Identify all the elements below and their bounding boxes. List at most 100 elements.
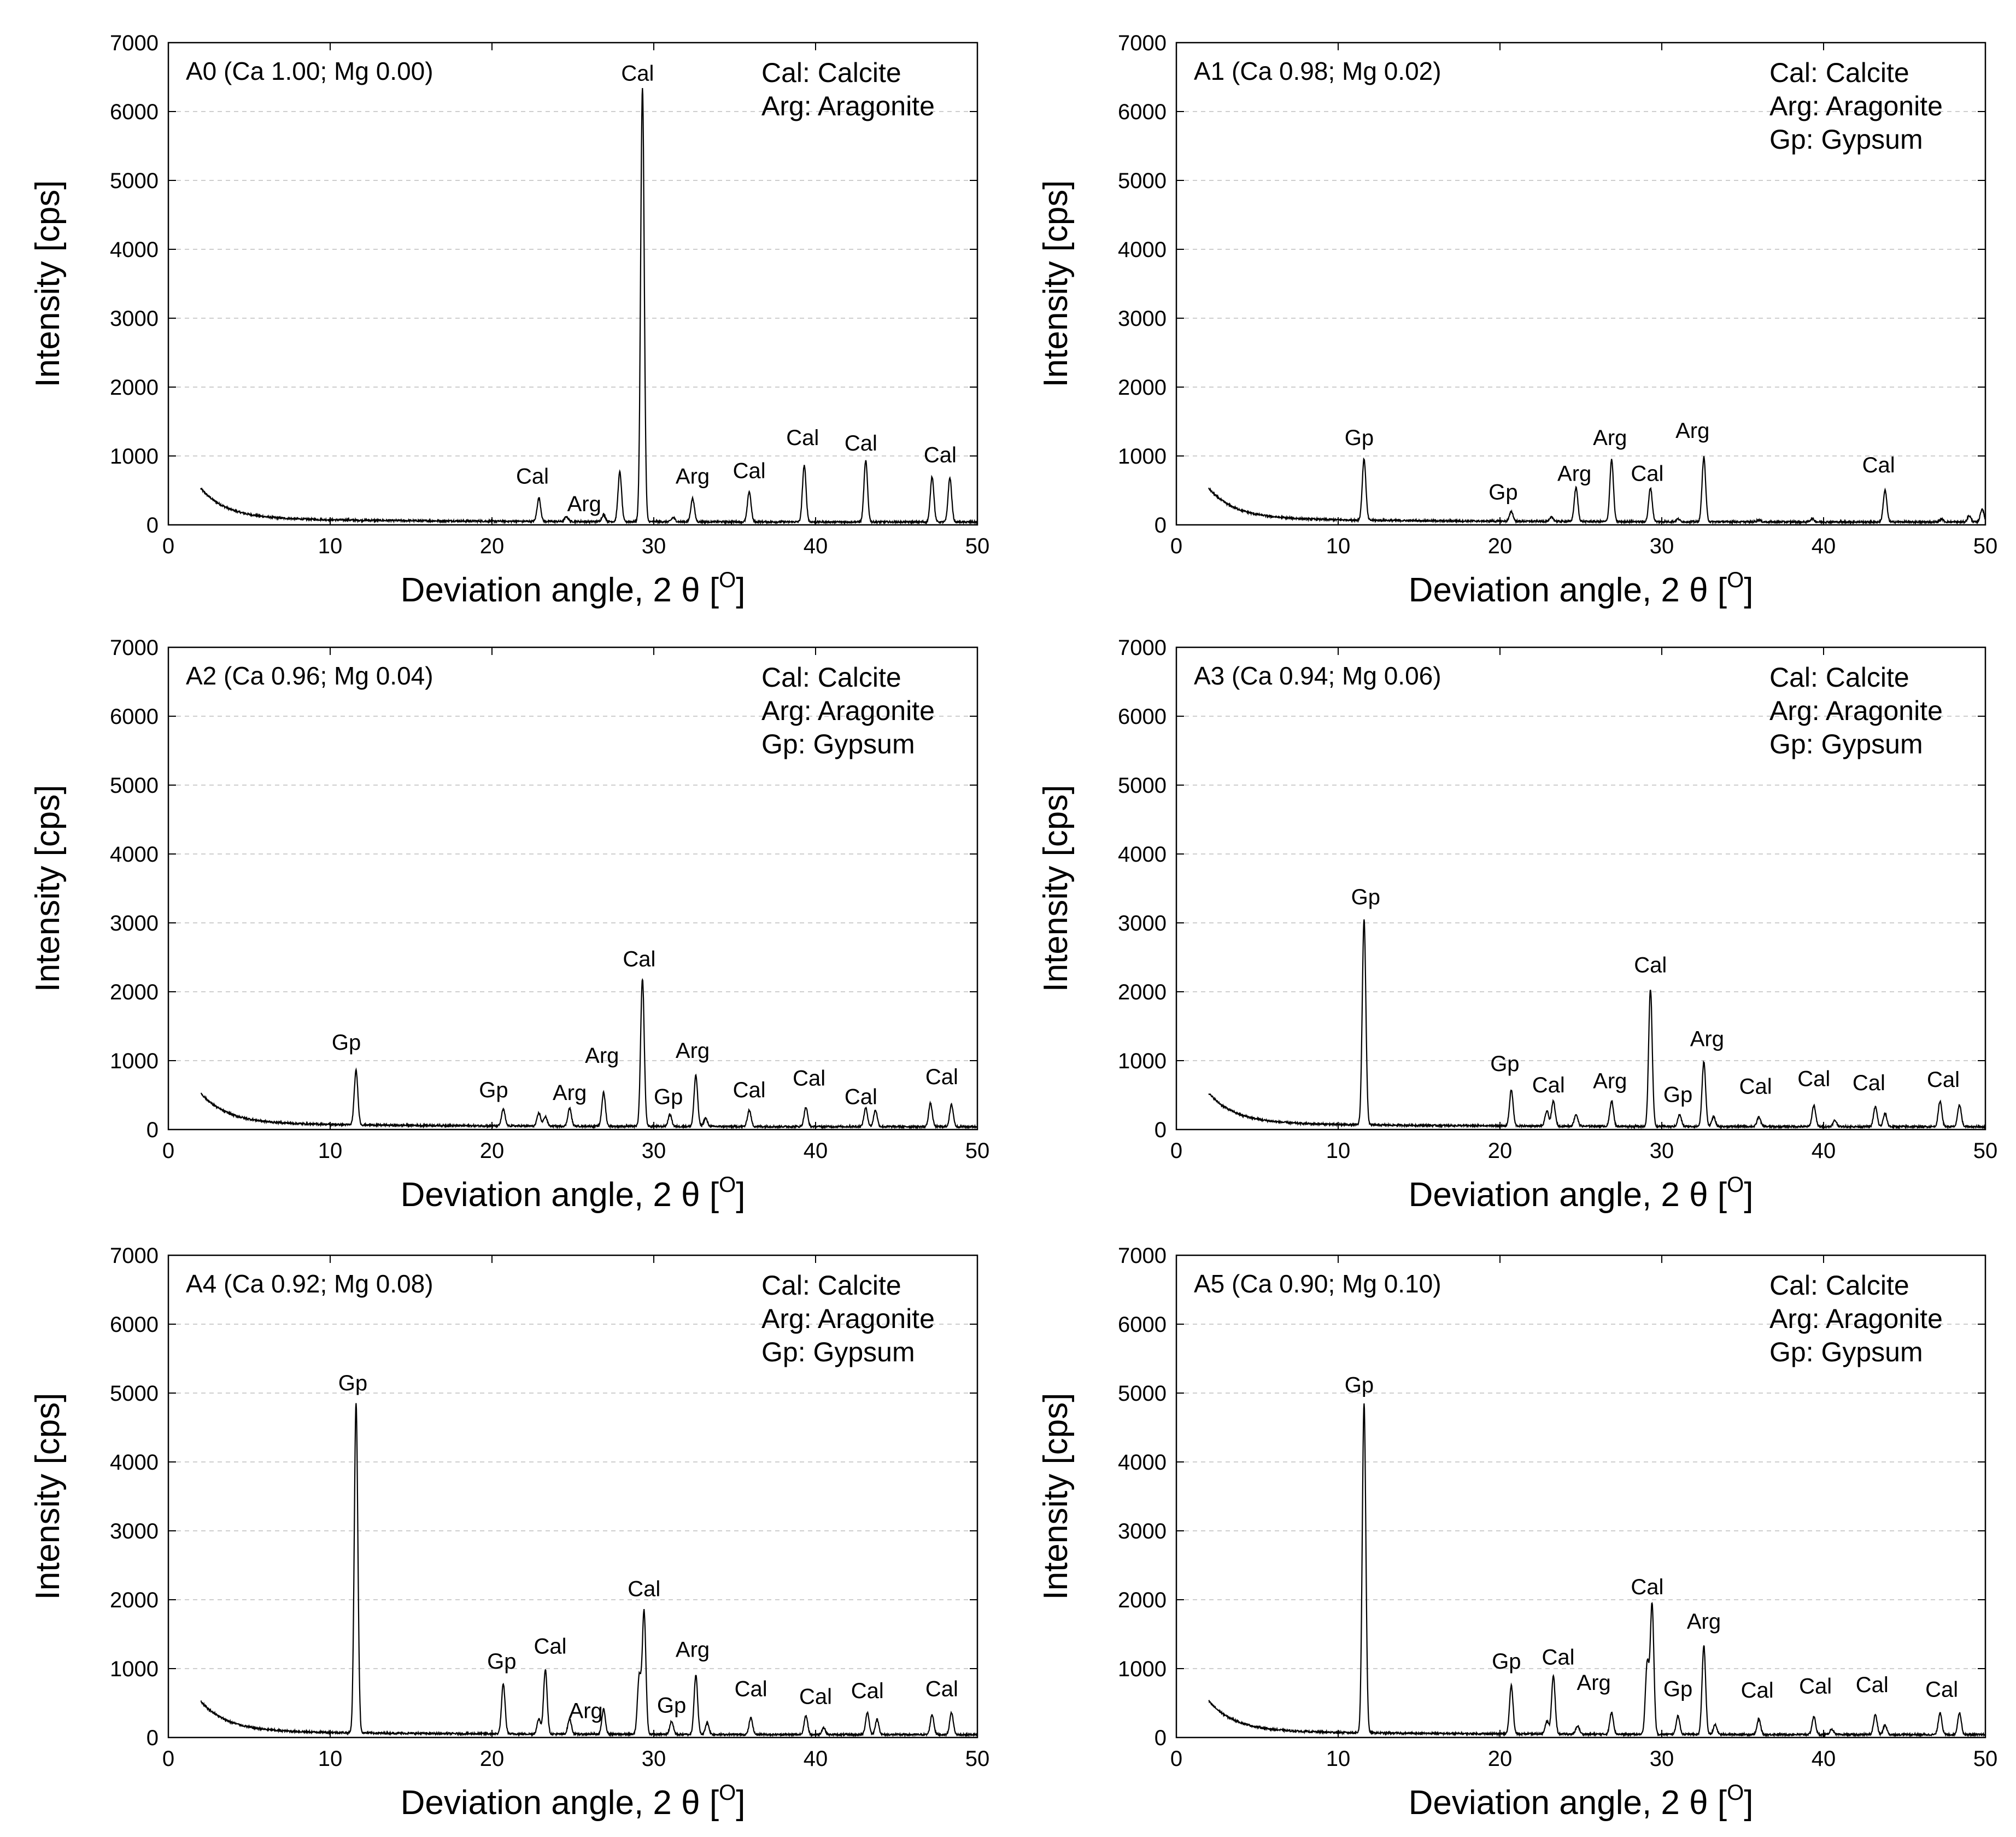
x-tick-label: 40 [804,1139,828,1163]
legend-entry: Arg: Aragonite [761,695,935,726]
peak-label: Cal [845,1085,877,1109]
peak-label: Arg [553,1081,587,1105]
x-tick-label: 50 [965,534,990,558]
peak-label: Cal [1631,1575,1663,1599]
y-axis-title: Intensity [cps] [29,785,67,992]
x-tick-label: 20 [1488,1139,1513,1163]
x-tick-label: 30 [1650,534,1674,558]
x-tick-label: 50 [1973,534,1998,558]
y-tick-label: 4000 [1118,1450,1167,1475]
legend-entry: Arg: Aragonite [1769,695,1943,726]
x-tick-label: 30 [1650,1139,1674,1163]
x-tick-label: 20 [1488,534,1513,558]
y-tick-label: 1000 [1118,1049,1167,1073]
x-tick-label: 10 [318,534,343,558]
peak-label: Arg [585,1044,619,1068]
xrd-spectrum-line [1208,456,1986,525]
legend-entry: Cal: Calcite [761,662,901,693]
xrd-spectrum-line [200,87,978,525]
legend-entry: Cal: Calcite [1769,1270,1909,1301]
y-tick-label: 2000 [110,980,159,1004]
legend-entry: Arg: Aragonite [761,1303,935,1334]
y-tick-label: 5000 [110,169,159,193]
y-tick-label: 1000 [110,1657,159,1681]
x-tick-label: 40 [1812,1747,1836,1771]
panel-title: A0 (Ca 1.00; Mg 0.00) [186,57,433,85]
peak-label: Cal [534,1634,567,1658]
y-tick-label: 2000 [110,376,159,400]
x-tick-label: 40 [804,534,828,558]
peak-label: Gp [1663,1677,1692,1701]
y-tick-label: 7000 [110,31,159,55]
y-tick-label: 4000 [110,238,159,262]
x-tick-label: 50 [1973,1139,1998,1163]
legend-entry: Cal: Calcite [761,57,901,88]
peak-label: Cal [1631,461,1663,485]
y-tick-label: 2000 [1118,1588,1167,1612]
plot-frame [1175,1254,1986,1739]
y-tick-label: 7000 [110,636,159,660]
plot-frame [167,1254,978,1739]
peak-label: Arg [1593,426,1627,450]
legend-entry: Arg: Aragonite [761,91,935,121]
x-axis-title: Deviation angle, 2 θ [O] [401,568,746,609]
xrd-spectrum-line [1208,919,1986,1130]
peak-label: Cal [1862,453,1895,477]
x-tick-label: 30 [642,1139,666,1163]
peak-label: Arg [1690,1027,1724,1051]
x-tick-label: 10 [1326,1747,1351,1771]
xrd-panel-a1: 0 1000 2000 3000 4000 5000 6000 7000 0 10 20 30 40 50… [1037,31,1997,609]
y-tick-label: 5000 [1118,1382,1167,1406]
xrd-panel-a0: 0 1000 2000 3000 4000 5000 6000 7000 0 10 20 30 40 50… [29,31,989,609]
y-tick-label: 5000 [110,1382,159,1406]
x-tick-label: 0 [1170,534,1182,558]
peak-label: Gp [1351,885,1380,909]
x-tick-label: 10 [318,1747,343,1771]
x-tick-label: 0 [162,534,174,558]
y-tick-label: 0 [1154,513,1167,537]
y-tick-label: 7000 [1118,1244,1167,1268]
peak-label: Cal [1925,1678,1958,1702]
peak-label: Cal [1856,1673,1889,1697]
y-tick-label: 3000 [1118,1519,1167,1543]
y-tick-label: 2000 [1118,376,1167,400]
xrd-panel-a5: 0 1000 2000 3000 4000 5000 6000 7000 0 10 20 30 40 50… [1037,1244,1997,1822]
peak-label: Cal [733,1078,766,1102]
peak-label: Cal [516,464,549,488]
peak-label: Cal [1853,1071,1885,1095]
plot-frame [167,42,978,526]
xrd-panel-a3: 0 1000 2000 3000 4000 5000 6000 7000 0 10 20 30 40 50… [1037,636,1997,1214]
x-tick-label: 40 [1812,534,1836,558]
x-axis-title: Deviation angle, 2 θ [O] [401,1781,746,1822]
y-tick-label: 0 [146,1118,159,1142]
x-tick-label: 10 [1326,1139,1351,1163]
panel-title: A1 (Ca 0.98; Mg 0.02) [1194,57,1441,85]
peak-label: Cal [1634,953,1667,978]
peak-label: Arg [676,1638,710,1662]
legend-entry: Gp: Gypsum [761,729,915,759]
y-tick-label: 5000 [1118,774,1167,798]
peak-label: Gp [338,1371,367,1395]
legend-entry: Cal: Calcite [1769,57,1909,88]
peak-label: Gp [1345,1373,1374,1397]
x-tick-label: 40 [1812,1139,1836,1163]
peak-label: Cal [1739,1074,1772,1098]
x-tick-label: 30 [642,1747,666,1771]
xrd-spectrum-line [201,978,978,1130]
peak-label: Gp [1492,1649,1521,1674]
xrd-panel-a4: 0 1000 2000 3000 4000 5000 6000 7000 0 10 20 30 40 50… [29,1244,989,1822]
y-tick-label: 3000 [1118,307,1167,331]
peak-label: Gp [487,1649,516,1674]
y-tick-label: 3000 [110,911,159,935]
y-tick-label: 4000 [1118,843,1167,867]
peak-label: Cal [793,1066,825,1090]
y-tick-label: 3000 [1118,911,1167,935]
peak-label: Cal [733,459,766,483]
x-axis-title: Deviation angle, 2 θ [O] [1409,568,1754,609]
y-tick-label: 1000 [1118,444,1167,469]
y-tick-label: 1000 [1118,1657,1167,1681]
peak-label: Gp [1345,426,1374,450]
peak-label: Cal [845,431,877,455]
